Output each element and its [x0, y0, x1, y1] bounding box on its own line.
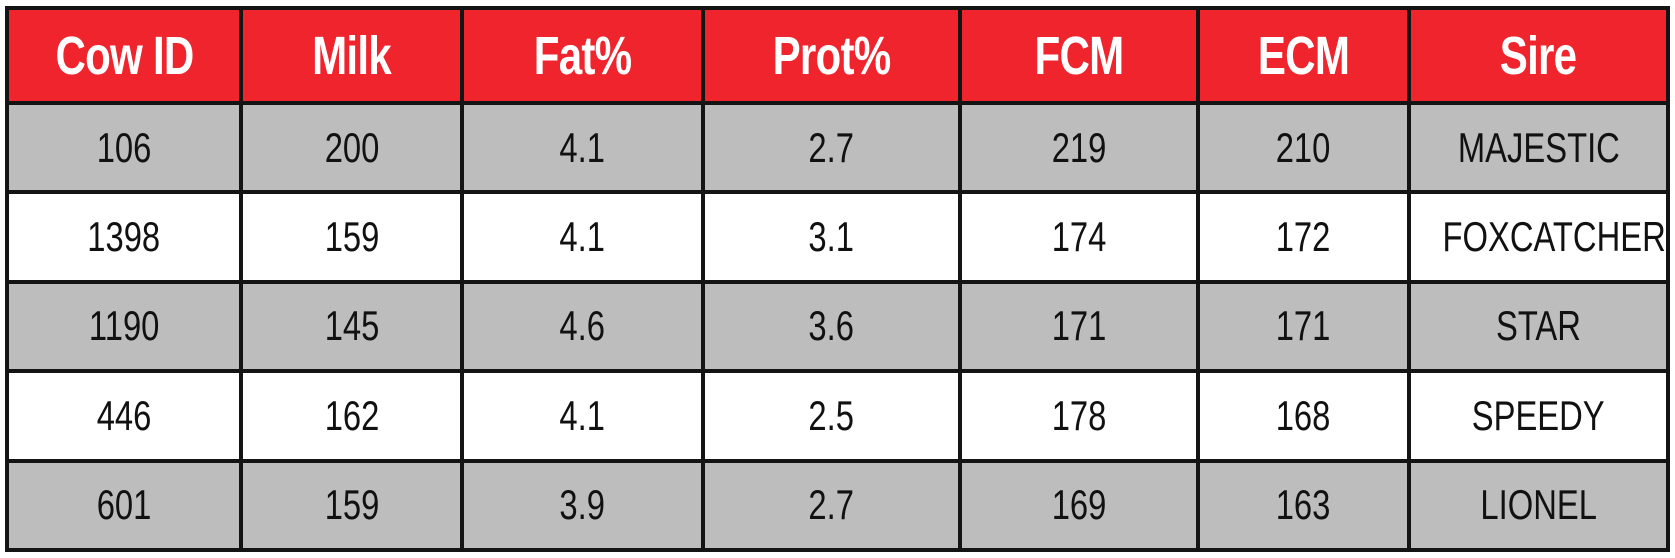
header-fcm: FCM: [958, 6, 1200, 105]
cell-sire: FOXCATCHER: [1406, 190, 1671, 284]
cell-sire: SPEEDY: [1406, 369, 1671, 463]
cell-cow-id: 1190: [4, 279, 244, 374]
cell-sire: MAJESTIC: [1406, 100, 1671, 195]
cell-protein-percent: 2.7: [700, 100, 963, 195]
header-cow-id: Cow ID: [4, 6, 244, 105]
cell-protein-percent: 2.5: [700, 369, 963, 463]
cell-protein-percent: 2.7: [700, 458, 963, 553]
cell-fat-percent: 4.1: [460, 369, 705, 463]
cell-fcm: 178: [958, 369, 1200, 463]
cell-cow-id: 446: [4, 369, 244, 463]
table-row: 106 200 4.1 2.7 219 210 MAJESTIC: [4, 100, 1671, 195]
cell-ecm: 172: [1195, 190, 1411, 284]
cell-protein-percent: 3.1: [700, 190, 963, 284]
cow-production-table-container: Cow ID Milk Fat% Prot% FCM ECM Sire 106 …: [4, 6, 1671, 553]
cell-ecm: 210: [1195, 100, 1411, 195]
cell-fcm: 171: [958, 279, 1200, 374]
table-row: 446 162 4.1 2.5 178 168 SPEEDY: [4, 369, 1671, 463]
cell-sire: LIONEL: [1406, 458, 1671, 553]
table-row: 1190 145 4.6 3.6 171 171 STAR: [4, 279, 1671, 374]
cell-cow-id: 106: [4, 100, 244, 195]
table-header-row: Cow ID Milk Fat% Prot% FCM ECM Sire: [4, 6, 1671, 105]
cell-milk: 159: [239, 190, 465, 284]
cell-protein-percent: 3.6: [700, 279, 963, 374]
cell-milk: 159: [239, 458, 465, 553]
cell-fcm: 174: [958, 190, 1200, 284]
cell-cow-id: 601: [4, 458, 244, 553]
cell-cow-id: 1398: [4, 190, 244, 284]
cell-fat-percent: 4.1: [460, 100, 705, 195]
cell-fcm: 219: [958, 100, 1200, 195]
header-protein-percent: Prot%: [700, 6, 963, 105]
cell-ecm: 163: [1195, 458, 1411, 553]
cell-sire: STAR: [1406, 279, 1671, 374]
cell-fat-percent: 4.1: [460, 190, 705, 284]
header-sire: Sire: [1406, 6, 1671, 105]
header-fat-percent: Fat%: [460, 6, 705, 105]
cell-milk: 145: [239, 279, 465, 374]
cell-milk: 162: [239, 369, 465, 463]
table-row: 1398 159 4.1 3.1 174 172 FOXCATCHER: [4, 190, 1671, 284]
cell-fat-percent: 4.6: [460, 279, 705, 374]
header-ecm: ECM: [1195, 6, 1411, 105]
cow-production-table: Cow ID Milk Fat% Prot% FCM ECM Sire 106 …: [4, 6, 1671, 553]
cell-ecm: 171: [1195, 279, 1411, 374]
cell-fat-percent: 3.9: [460, 458, 705, 553]
cell-fcm: 169: [958, 458, 1200, 553]
table-row: 601 159 3.9 2.7 169 163 LIONEL: [4, 458, 1671, 553]
cell-ecm: 168: [1195, 369, 1411, 463]
cell-milk: 200: [239, 100, 465, 195]
header-milk: Milk: [239, 6, 465, 105]
